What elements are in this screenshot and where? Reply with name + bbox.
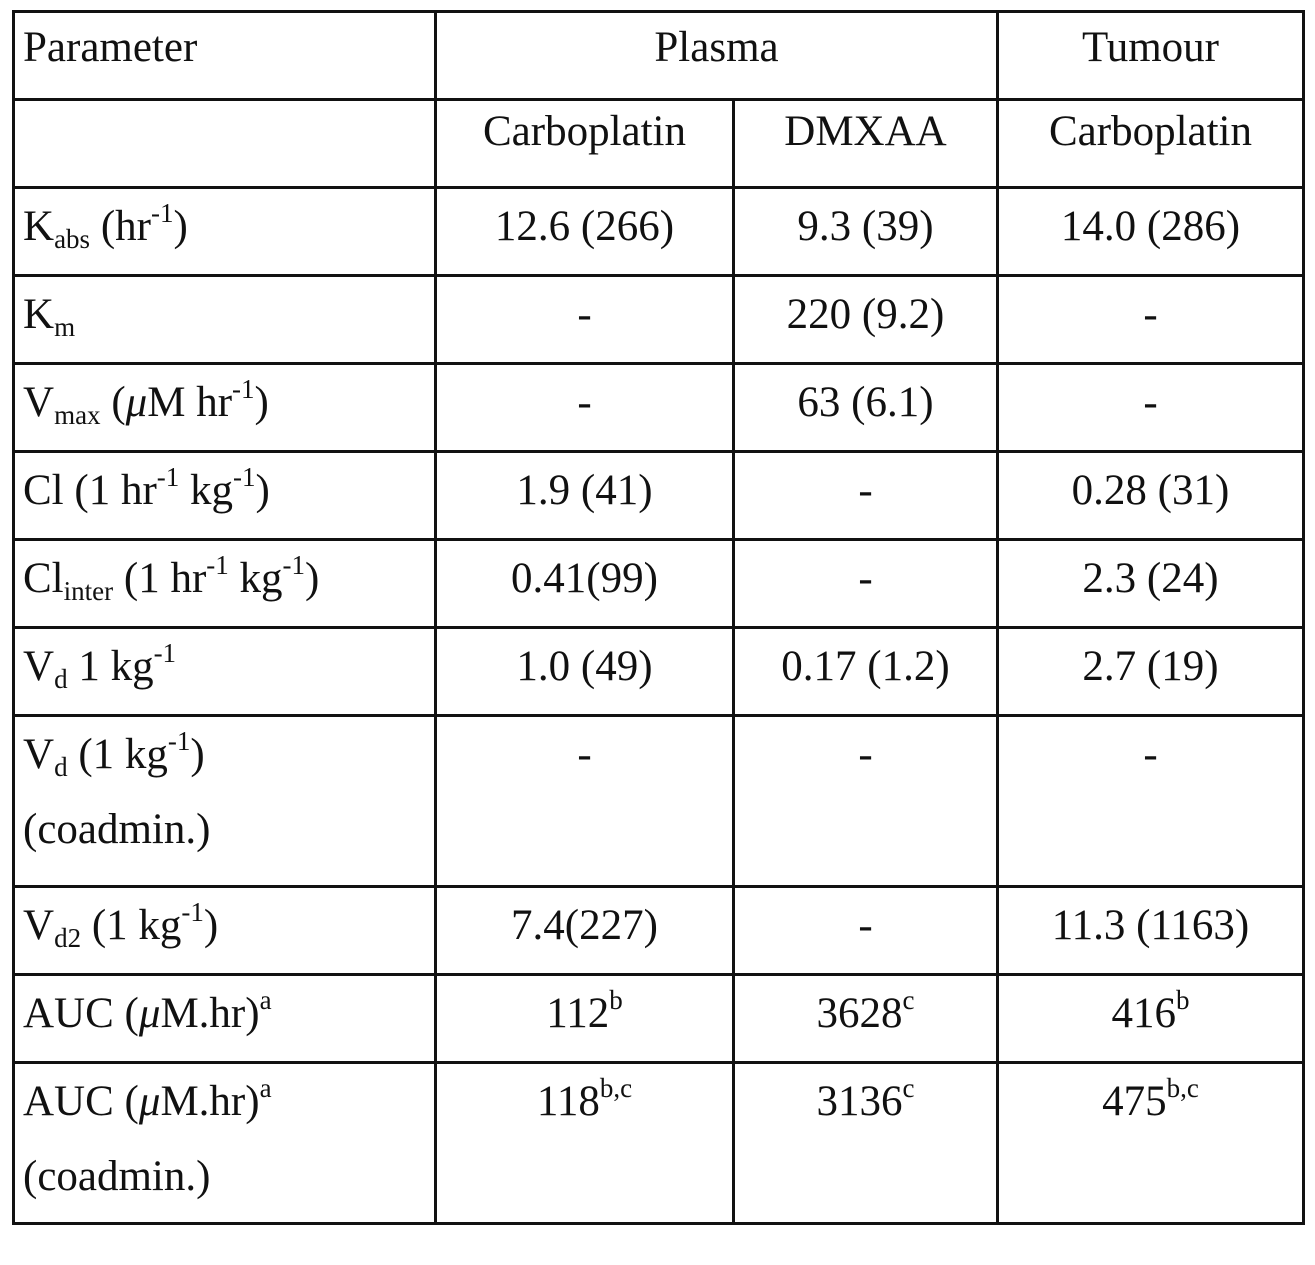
- header-sub-dmxaa: DMXAA: [732, 98, 999, 189]
- cell-value: -: [434, 362, 735, 453]
- cell-value: 14.0 (286): [996, 186, 1305, 277]
- cell-value: 0.28 (31): [996, 450, 1305, 541]
- cell-value: -: [732, 450, 999, 541]
- row-label: Vd 1 kg-1: [12, 626, 437, 717]
- table-row: Vmax (μM hr-1) - 63 (6.1) -: [12, 362, 1305, 453]
- table-row: Cl (1 hr-1 kg-1) 1.9 (41) - 0.28 (31): [12, 450, 1305, 541]
- table-row: Km - 220 (9.2) -: [12, 274, 1305, 365]
- cell-value: 12.6 (266): [434, 186, 735, 277]
- table-row: Vd (1 kg-1) (coadmin.) - - -: [12, 714, 1305, 888]
- table-row: AUC (μM.hr)a (coadmin.) 118b,c 3136c 475b…: [12, 1061, 1305, 1225]
- row-label: Cl (1 hr-1 kg-1): [12, 450, 437, 541]
- cell-value: -: [732, 538, 999, 629]
- table-row: AUC (μM.hr)a 112b 3628c 416b: [12, 973, 1305, 1064]
- header-sub-carboplatin-plasma: Carboplatin: [434, 98, 735, 189]
- cell-value: 112b: [434, 973, 735, 1064]
- cell-value: -: [732, 885, 999, 976]
- header-row-2: Carboplatin DMXAA Carboplatin: [12, 98, 1305, 189]
- row-label: AUC (μM.hr)a (coadmin.): [12, 1061, 437, 1225]
- cell-value: 11.3 (1163): [996, 885, 1305, 976]
- cell-value: 2.3 (24): [996, 538, 1305, 629]
- row-label: Vd (1 kg-1) (coadmin.): [12, 714, 437, 888]
- cell-value: 118b,c: [434, 1061, 735, 1225]
- header-parameter: Parameter: [12, 10, 437, 101]
- header-tumour: Tumour: [996, 10, 1305, 101]
- table-row: Vd 1 kg-1 1.0 (49) 0.17 (1.2) 2.7 (19): [12, 626, 1305, 717]
- cell-value: 2.7 (19): [996, 626, 1305, 717]
- pk-parameter-table: Parameter Plasma Tumour Carboplatin DMXA…: [12, 10, 1305, 1225]
- row-label: AUC (μM.hr)a: [12, 973, 437, 1064]
- cell-value: 9.3 (39): [732, 186, 999, 277]
- cell-value: 1.9 (41): [434, 450, 735, 541]
- header-plasma: Plasma: [434, 10, 999, 101]
- table-row: Kabs (hr-1) 12.6 (266) 9.3 (39) 14.0 (28…: [12, 186, 1305, 277]
- table-row: Vd2 (1 kg-1) 7.4(227) - 11.3 (1163): [12, 885, 1305, 976]
- cell-value: 0.41(99): [434, 538, 735, 629]
- cell-value: 1.0 (49): [434, 626, 735, 717]
- cell-value: 3628c: [732, 973, 999, 1064]
- row-label: Vd2 (1 kg-1): [12, 885, 437, 976]
- header-row-1: Parameter Plasma Tumour: [12, 10, 1305, 101]
- header-sub-carboplatin-tumour: Carboplatin: [996, 98, 1305, 189]
- row-label: Clinter (1 hr-1 kg-1): [12, 538, 437, 629]
- cell-value: 475b,c: [996, 1061, 1305, 1225]
- header-sub-empty: [12, 98, 437, 189]
- cell-value: -: [434, 274, 735, 365]
- cell-value: -: [996, 362, 1305, 453]
- cell-value: 63 (6.1): [732, 362, 999, 453]
- cell-value: 7.4(227): [434, 885, 735, 976]
- cell-value: -: [996, 714, 1305, 888]
- row-label: Vmax (μM hr-1): [12, 362, 437, 453]
- row-label: Kabs (hr-1): [12, 186, 437, 277]
- row-label: Km: [12, 274, 437, 365]
- cell-value: -: [996, 274, 1305, 365]
- cell-value: -: [732, 714, 999, 888]
- cell-value: 416b: [996, 973, 1305, 1064]
- table-row: Clinter (1 hr-1 kg-1) 0.41(99) - 2.3 (24…: [12, 538, 1305, 629]
- cell-value: 220 (9.2): [732, 274, 999, 365]
- cell-value: 3136c: [732, 1061, 999, 1225]
- cell-value: -: [434, 714, 735, 888]
- cell-value: 0.17 (1.2): [732, 626, 999, 717]
